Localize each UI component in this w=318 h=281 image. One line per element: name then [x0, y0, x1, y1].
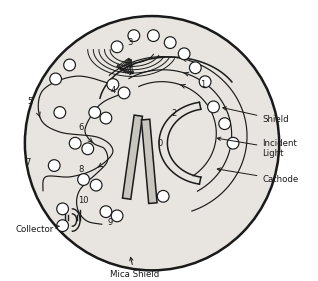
Circle shape [57, 203, 68, 215]
Circle shape [100, 112, 112, 124]
Text: 8: 8 [78, 165, 83, 174]
Circle shape [69, 137, 81, 149]
Circle shape [90, 179, 102, 191]
Circle shape [199, 76, 211, 88]
Text: 10: 10 [78, 196, 89, 205]
Text: 2: 2 [172, 109, 177, 118]
Circle shape [107, 79, 119, 90]
Text: Mica Shield: Mica Shield [110, 257, 159, 279]
Circle shape [148, 30, 159, 42]
Text: 5: 5 [28, 97, 33, 106]
Circle shape [111, 210, 123, 222]
Text: Collector: Collector [15, 225, 59, 234]
Text: Cathode: Cathode [217, 168, 299, 184]
Circle shape [48, 160, 60, 171]
Text: 4: 4 [110, 86, 115, 95]
Text: 3: 3 [127, 38, 132, 47]
Circle shape [82, 143, 93, 155]
Polygon shape [122, 115, 142, 199]
Circle shape [164, 37, 176, 49]
Circle shape [118, 87, 130, 99]
Circle shape [128, 30, 140, 42]
Circle shape [25, 16, 279, 270]
Circle shape [100, 206, 112, 217]
Circle shape [178, 48, 190, 60]
Circle shape [50, 73, 61, 85]
Circle shape [64, 59, 75, 71]
Text: 0: 0 [158, 139, 163, 148]
Circle shape [227, 137, 239, 149]
Text: 1: 1 [200, 80, 205, 89]
Text: 9: 9 [107, 218, 113, 227]
Circle shape [157, 191, 169, 202]
Text: 7: 7 [25, 158, 30, 167]
Circle shape [111, 41, 123, 53]
Circle shape [190, 62, 201, 74]
Circle shape [208, 101, 219, 113]
Text: Shield: Shield [223, 107, 289, 124]
Circle shape [78, 174, 89, 185]
Text: 6: 6 [78, 123, 83, 132]
Circle shape [57, 220, 68, 232]
Circle shape [54, 106, 66, 118]
Polygon shape [142, 119, 157, 203]
Text: Incident
Light: Incident Light [217, 137, 297, 158]
Circle shape [219, 118, 231, 130]
Circle shape [89, 106, 100, 118]
